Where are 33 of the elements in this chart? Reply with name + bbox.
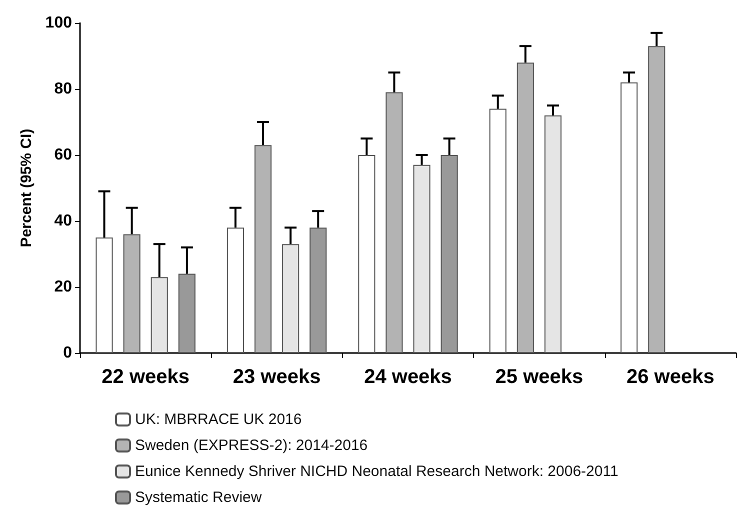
bar [413, 164, 430, 353]
y-tick-label: 0 [63, 344, 72, 362]
legend-label: Sweden (EXPRESS-2): 2014-2016 [135, 437, 368, 454]
bar [226, 228, 244, 353]
y-axis-title: Percent (95% CI) [18, 128, 35, 248]
x-tick-label: 24 weeks [364, 366, 452, 388]
y-tick-label: 60 [54, 146, 72, 164]
legend-label: Systematic Review [135, 489, 262, 506]
bar [282, 244, 300, 353]
bar [648, 46, 666, 353]
x-tick-label: 25 weeks [495, 366, 584, 388]
bar [440, 155, 458, 353]
y-tick-label: 80 [54, 80, 72, 98]
bar [150, 277, 168, 353]
x-tick-label: 23 weeks [232, 366, 321, 388]
bar [358, 155, 376, 353]
bar [386, 92, 403, 353]
legend-label: Eunice Kennedy Shriver NICHD Neonatal Research Network: 2006-2011 [135, 463, 618, 480]
bar [254, 145, 272, 353]
x-tick-label: 22 weeks [102, 366, 190, 388]
bar [96, 238, 113, 353]
legend-label: UK: MBRRACE UK 2016 [135, 411, 302, 428]
y-tick-label: 20 [54, 278, 72, 296]
y-tick-label: 100 [45, 14, 72, 32]
x-tick-label: 26 weeks [626, 366, 714, 388]
bar [123, 234, 140, 353]
bar [489, 108, 506, 353]
bar [310, 228, 327, 353]
bar [620, 82, 638, 353]
bar [516, 62, 534, 353]
y-tick-label: 40 [54, 212, 72, 230]
bar [178, 274, 196, 353]
bar [544, 115, 562, 353]
